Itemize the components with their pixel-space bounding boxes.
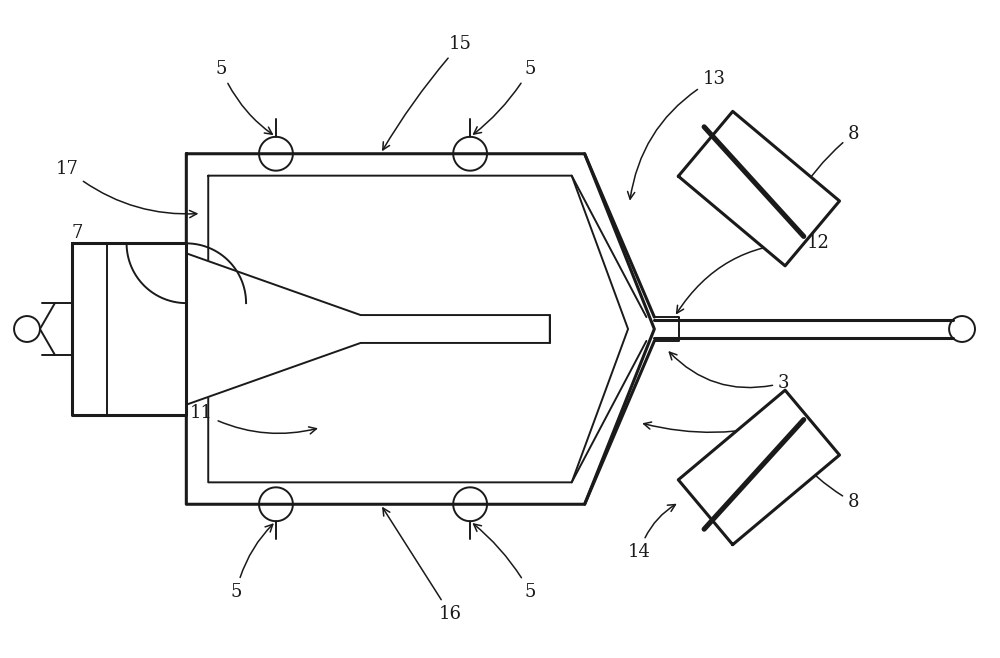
Text: 11: 11 [190,403,316,434]
Polygon shape [678,111,840,266]
Text: 5: 5 [474,524,536,601]
Polygon shape [186,253,550,405]
Text: 5: 5 [215,60,272,134]
Text: 13: 13 [628,70,726,199]
Text: 15: 15 [383,36,472,150]
Polygon shape [186,154,654,504]
Polygon shape [208,176,628,482]
Text: 8: 8 [796,125,859,199]
Text: 7: 7 [71,224,182,282]
Text: 6: 6 [644,409,804,432]
Text: 3: 3 [669,352,790,392]
Text: 5: 5 [474,60,536,134]
Polygon shape [72,243,186,415]
Text: 8: 8 [797,456,859,511]
Text: 16: 16 [383,508,462,622]
Text: 4: 4 [146,344,237,387]
Text: 5: 5 [230,524,273,601]
Text: 17: 17 [55,160,197,218]
Text: 12: 12 [677,234,830,313]
Polygon shape [678,390,840,545]
Text: 14: 14 [628,505,675,561]
